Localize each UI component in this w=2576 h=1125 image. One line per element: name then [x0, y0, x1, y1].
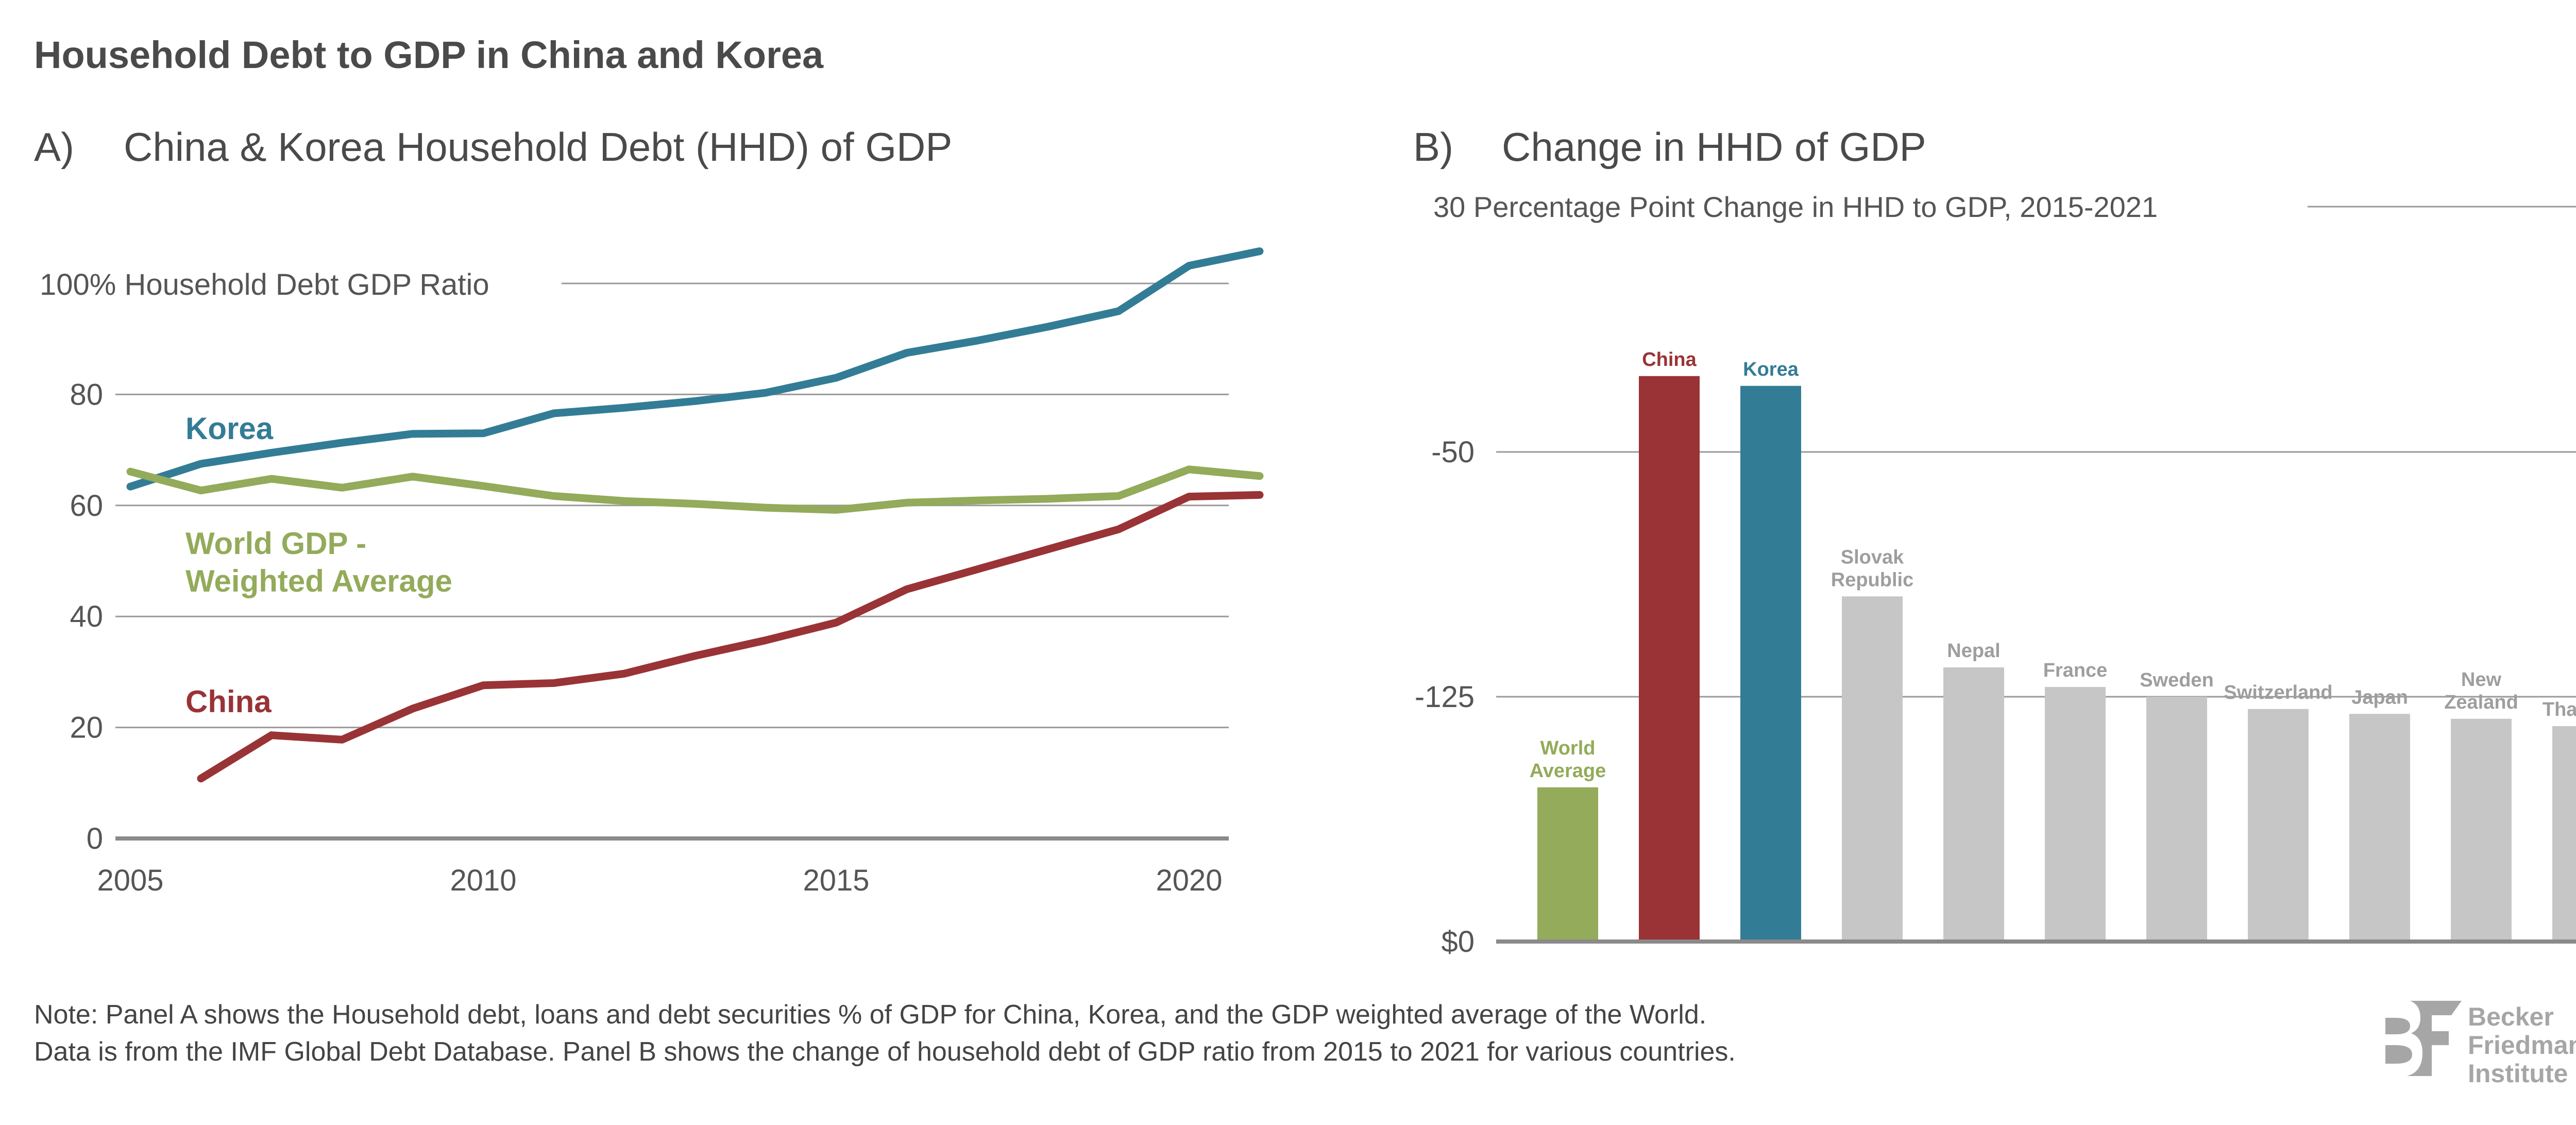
logo-text-friedman: Friedman — [2468, 1031, 2576, 1060]
bar-label-slovak-republic: Slovak — [1841, 546, 1904, 568]
series-label-china: China — [185, 684, 272, 719]
series-label-korea: Korea — [185, 411, 274, 446]
panel-a-y-tick: 60 — [70, 489, 103, 523]
series-line-world — [126, 465, 1264, 514]
series-label-world-line-1: World GDP - — [185, 526, 366, 561]
panel-a-lines — [126, 247, 1264, 783]
figure-title: Household Debt to GDP in China and Korea — [34, 33, 824, 76]
series-line-korea — [126, 247, 1264, 491]
bar-label-switzerland: Switzerland — [2224, 682, 2332, 703]
panel-b-label: B) — [1413, 124, 1453, 170]
bar-thailand — [2552, 726, 2576, 939]
panel-a-x-tick: 2005 — [97, 864, 163, 897]
panel-a-title: China & Korea Household Debt (HHD) of GD… — [124, 124, 952, 170]
panel-a-x-tick: 2010 — [450, 864, 516, 897]
bar-label-korea: Korea — [1743, 359, 1799, 380]
bar-new-zealand — [2451, 718, 2512, 939]
panel-a-y-tick: 20 — [70, 711, 103, 745]
footnote-line-2: Data is from the IMF Global Debt Databas… — [34, 1037, 1736, 1067]
bar-japan — [2349, 714, 2410, 939]
logo-text-institute: Institute — [2468, 1059, 2568, 1088]
panel-a-y-tick: 0 — [87, 822, 103, 855]
bar-sweden — [2146, 697, 2207, 939]
panel-a-y-tick: 80 — [70, 378, 103, 411]
becker-friedman-logo: Becker Friedman Institute — [2385, 1001, 2576, 1088]
bar-korea — [1740, 385, 1801, 939]
panel-b-y-tick: -50 — [1431, 435, 1475, 469]
bar-world-average — [1537, 787, 1598, 939]
series-label-world-line-2: Weighted Average — [185, 564, 452, 598]
bf-logo-mark — [2385, 1001, 2462, 1076]
bar-label-world-average: Average — [1530, 760, 1606, 782]
bar-label-world-average: World — [1540, 737, 1596, 759]
bar-label-thailand: Thailand — [2543, 699, 2576, 720]
bar-label-new-zealand: New — [2461, 669, 2502, 691]
bar-nepal — [1943, 667, 2004, 939]
bar-label-france: France — [2043, 660, 2108, 681]
panel-a-series-labels: Korea World GDP -Weighted Average China — [185, 411, 452, 719]
bar-france — [2045, 687, 2106, 939]
bar-label-nepal: Nepal — [1947, 640, 2000, 662]
panel-b-y-tick: -125 — [1415, 680, 1475, 714]
series-line-china — [197, 491, 1264, 783]
panel-b-title: Change in HHD of GDP — [1502, 124, 1926, 170]
bar-label-japan: Japan — [2351, 686, 2408, 708]
bar-slovak-republic — [1842, 596, 1903, 939]
panel-a: A) China & Korea Household Debt (HHD) of… — [34, 124, 1264, 897]
footnote-line-1: Note: Panel A shows the Household debt, … — [34, 1000, 1706, 1030]
panel-a-x-tick: 2020 — [1156, 864, 1222, 897]
panel-b-y-tick: $0 — [1441, 925, 1475, 959]
bar-label-sweden: Sweden — [2140, 669, 2214, 691]
bar-switzerland — [2248, 709, 2309, 939]
bar-china — [1639, 376, 1700, 939]
bar-label-china: China — [1642, 349, 1697, 371]
bar-label-new-zealand: Zealand — [2444, 692, 2518, 713]
panel-a-x-tick: 2015 — [803, 864, 869, 897]
panel-b: B) Change in HHD of GDP 30 Percentage Po… — [1413, 124, 2576, 959]
panel-b-y-label: 30 Percentage Point Change in HHD to GDP… — [1433, 191, 2158, 223]
panel-a-y-label: 100% Household Debt GDP Ratio — [40, 268, 489, 301]
panel-a-label: A) — [34, 124, 74, 170]
bar-label-slovak-republic: Republic — [1831, 569, 1913, 591]
panel-a-y-tick: 40 — [70, 600, 103, 633]
logo-text-becker: Becker — [2468, 1002, 2554, 1031]
